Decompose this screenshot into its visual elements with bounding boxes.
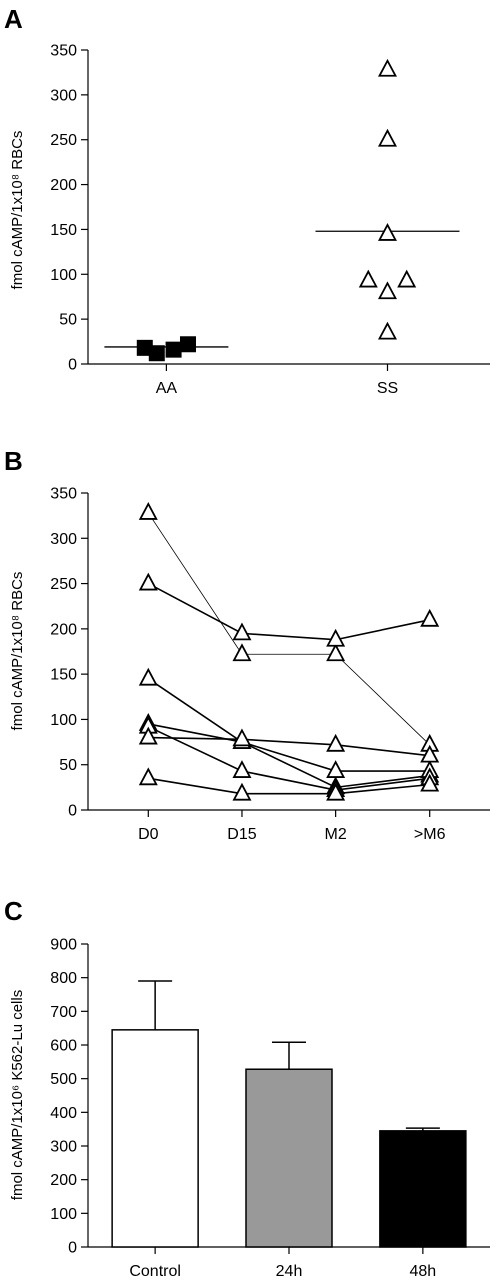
panel-letter: B — [4, 446, 23, 476]
data-point — [138, 572, 158, 591]
series-line — [148, 777, 430, 795]
chart-panel-c: C 0 100 200 300 400 500 600 700 800 900 Control 24h 4… — [4, 896, 490, 1280]
data-point — [232, 643, 252, 662]
y-tick-label: 300 — [50, 87, 77, 104]
chart-panel-b: B 0 50 100 150 200 250 300 350 D0 D15 M2 >M6 fmol cAM… — [4, 446, 490, 843]
y-axis-title: fmol cAMP/1x10⁸ RBCs — [9, 131, 26, 290]
y-tick-label: 250 — [50, 132, 77, 149]
x-tick-label: 24h — [276, 1263, 303, 1280]
x-tick-label: D15 — [227, 826, 256, 843]
data-point — [138, 767, 158, 786]
chart-panel-a: A 0 50 100 150 200 250 300 350 AA SS fmol cAMP/1x10… — [4, 4, 490, 397]
data-point — [377, 128, 397, 147]
y-tick-label: 350 — [50, 43, 77, 60]
bar — [111, 1029, 199, 1248]
data-point — [326, 760, 346, 778]
y-tick-label: 100 — [50, 712, 77, 729]
bar — [245, 1068, 333, 1248]
x-tick-label: D0 — [138, 826, 159, 843]
series-line — [147, 725, 430, 791]
y-tick-label: 100 — [50, 1206, 77, 1223]
data-point — [232, 760, 252, 778]
data-point — [232, 728, 252, 747]
y-tick-label: 50 — [59, 312, 77, 329]
y-tick-label: 350 — [50, 486, 77, 503]
data-point — [138, 667, 158, 686]
data-point — [326, 628, 346, 647]
data-point — [377, 321, 397, 340]
y-tick-label: 800 — [50, 970, 77, 987]
y-tick-label: 0 — [68, 1240, 77, 1257]
data-point — [138, 726, 158, 745]
data-point — [397, 269, 417, 288]
x-tick-label: AA — [156, 380, 178, 397]
y-tick-label: 50 — [59, 757, 77, 774]
y-axis-title: fmol cAMP/1x10⁶ K562-Lu cells — [9, 990, 26, 1200]
data-point — [326, 782, 346, 801]
y-tick-label: 0 — [68, 803, 77, 820]
y-axis-title: fmol cAMP/1x10⁸ RBCs — [9, 572, 26, 731]
series-line — [147, 582, 430, 641]
data-point — [377, 223, 397, 241]
data-point — [232, 782, 252, 801]
y-tick-label: 150 — [50, 222, 77, 239]
y-tick-label: 300 — [50, 531, 77, 548]
y-tick-label: 300 — [50, 1139, 77, 1156]
data-point — [326, 733, 346, 752]
y-tick-label: 100 — [50, 267, 77, 284]
series-line — [148, 736, 430, 757]
panel-letter: A — [4, 4, 23, 34]
data-point — [165, 341, 182, 358]
series-line — [147, 678, 430, 789]
data-point — [138, 502, 158, 520]
bar — [379, 1130, 467, 1248]
y-tick-label: 700 — [50, 1004, 77, 1021]
x-tick-label: SS — [377, 380, 398, 397]
y-tick-label: 200 — [50, 621, 77, 638]
data-point — [420, 608, 440, 627]
data-point — [358, 269, 378, 288]
data-point — [232, 622, 252, 641]
y-tick-label: 0 — [68, 357, 77, 374]
y-tick-label: 600 — [50, 1038, 77, 1055]
y-tick-label: 250 — [50, 576, 77, 593]
x-tick-label: >M6 — [414, 826, 446, 843]
x-tick-label: M2 — [325, 826, 347, 843]
y-tick-label: 200 — [50, 177, 77, 194]
data-point — [377, 58, 397, 77]
data-point — [377, 281, 397, 300]
y-tick-label: 200 — [50, 1172, 77, 1189]
series-line — [148, 723, 430, 772]
data-point — [179, 336, 196, 353]
data-point — [420, 744, 440, 763]
x-tick-label: Control — [129, 1263, 181, 1280]
data-point — [148, 345, 165, 362]
x-tick-label: 48h — [410, 1263, 437, 1280]
data-point — [420, 773, 440, 792]
data-point — [326, 643, 346, 662]
series-line — [147, 512, 430, 746]
y-tick-label: 500 — [50, 1071, 77, 1088]
y-tick-label: 400 — [50, 1105, 77, 1122]
y-tick-label: 150 — [50, 667, 77, 684]
panel-letter: C — [4, 896, 23, 926]
y-tick-label: 900 — [50, 937, 77, 954]
